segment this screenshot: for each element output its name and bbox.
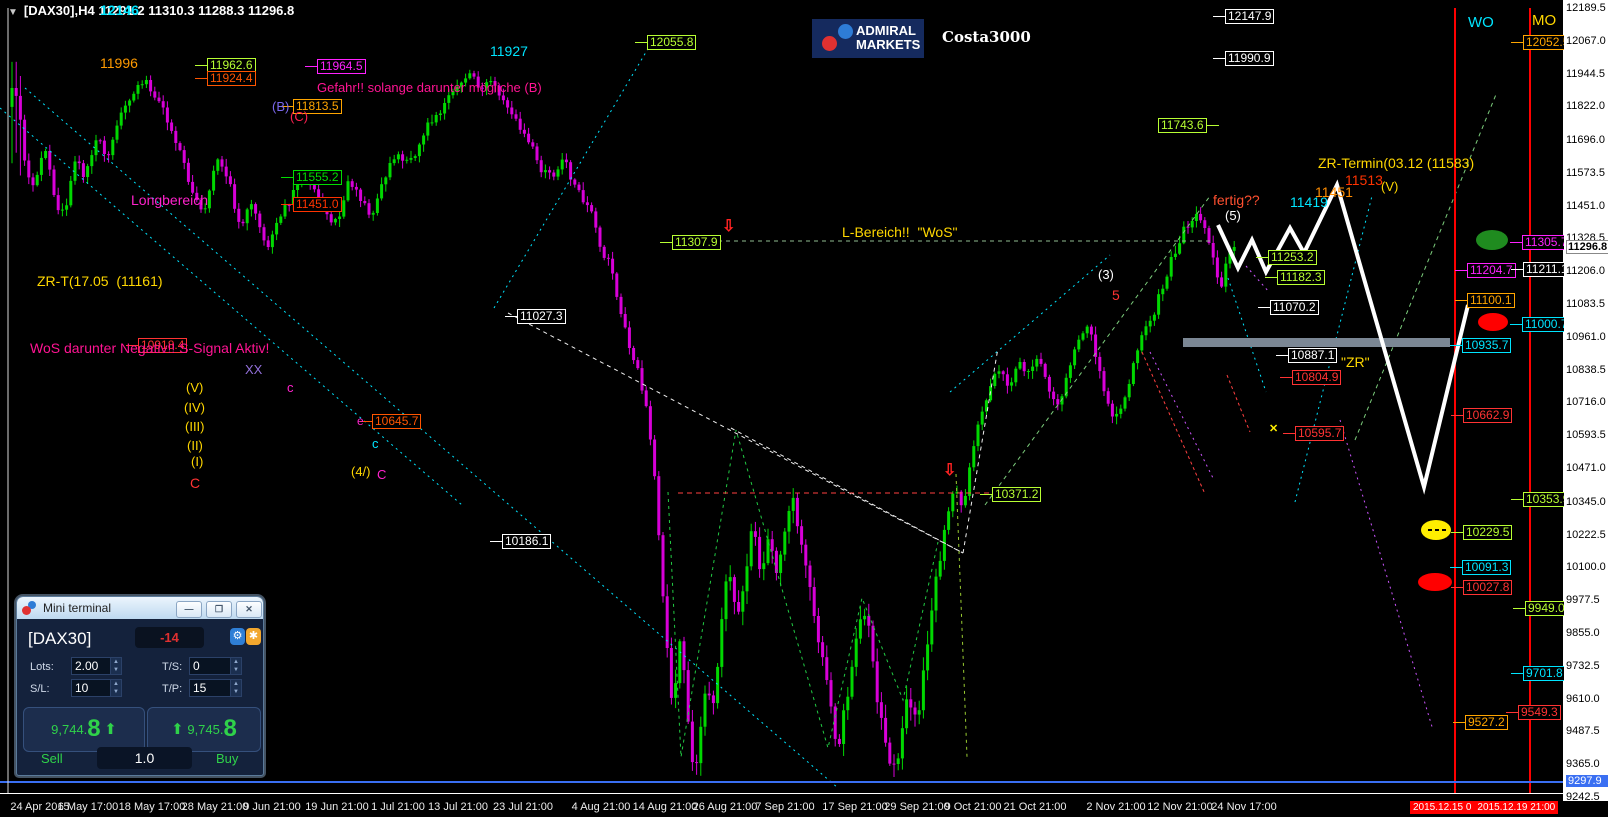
- take-profit-stepper[interactable]: ▲ ▼: [230, 679, 242, 697]
- time-label: 29 Sep 21:00: [884, 801, 950, 813]
- symbol-info: [DAX30],H4 11291.2 11310.3 11288.3 11296…: [23, 3, 295, 18]
- price-tick: 10961.0: [1566, 331, 1606, 343]
- time-label: 18 May 17:00: [118, 801, 186, 813]
- price-tick: 12189.5: [1566, 2, 1606, 14]
- lots-input[interactable]: [71, 657, 117, 675]
- logo-line2: MARKETS: [856, 37, 921, 52]
- watermark: Costa3000: [942, 28, 1031, 46]
- time-label: 17 Sep 21:00: [822, 801, 888, 813]
- buy-label: Buy: [216, 751, 239, 766]
- price-tick: 10471.0: [1566, 462, 1606, 474]
- time-label: 24 Apr 2015: [10, 801, 70, 813]
- price-tick: 9610.0: [1566, 693, 1600, 705]
- session-end: 2015.12.19 21:00: [1477, 802, 1556, 813]
- settings-icon[interactable]: ✱: [246, 628, 261, 645]
- time-label: 12 Nov 21:00: [1147, 801, 1213, 813]
- price-tick: 11573.5: [1566, 167, 1605, 179]
- price-axis[interactable]: 12189.5 12067.0 11944.5 11822.0 11696.0 11573…: [1564, 0, 1608, 803]
- price-tick: 10838.5: [1566, 364, 1606, 376]
- price-tick: 10716.0: [1566, 396, 1606, 408]
- logo-line1: ADMIRAL: [856, 23, 916, 38]
- mini-terminal-body: [DAX30] -14 ⚙ ✱ Lots: ▲▼ T/S: ▲▼ S/L: ▲▼…: [18, 619, 262, 774]
- time-label: 13 Jul 21:00: [428, 801, 488, 813]
- time-label: 4 Aug 21:00: [571, 801, 631, 813]
- mini-terminal-logo-red-dot-icon: [22, 606, 31, 615]
- time-label: 2 Nov 21:00: [1086, 801, 1146, 813]
- price-tick: 12067.0: [1566, 35, 1606, 47]
- mo-column-header: MO: [1532, 12, 1557, 29]
- up-arrow-icon: ⬆: [104, 721, 117, 738]
- wo-column-header: WO: [1468, 14, 1494, 31]
- chart-title-bar: ▼ [DAX30],H4 11291.2 11310.3 11288.3 1129…: [8, 3, 294, 18]
- spread-display: 1.0: [97, 747, 192, 769]
- symbol-dropdown-icon[interactable]: ▼: [8, 7, 18, 18]
- take-profit-input[interactable]: [189, 679, 237, 697]
- mini-terminal-symbol: [DAX30]: [28, 629, 92, 648]
- time-label: 21 Oct 21:00: [1003, 801, 1067, 813]
- mini-terminal-title-bar[interactable]: Mini terminal — ❐ ✕: [17, 597, 263, 619]
- time-label: 19 Jun 21:00: [305, 801, 369, 813]
- price-tick: 10100.0: [1566, 561, 1606, 573]
- session-range-label: 2015.12.15 0 2015.12.19 21:00: [1410, 801, 1559, 814]
- price-tick: 9977.5: [1566, 594, 1600, 606]
- time-label: 7 Sep 21:00: [755, 801, 815, 813]
- price-tick: 11206.0: [1566, 265, 1605, 277]
- time-label: 9 Jun 21:00: [243, 801, 301, 813]
- time-label: 9 Oct 21:00: [944, 801, 1002, 813]
- minimize-button[interactable]: —: [176, 601, 202, 618]
- trailing-stop-stepper[interactable]: ▲ ▼: [230, 657, 242, 675]
- up-arrow-icon: ⬆: [171, 721, 184, 738]
- price-tick: 11822.0: [1566, 100, 1605, 112]
- price-tick: 11696.0: [1566, 134, 1605, 146]
- time-label: 24 Nov 17:00: [1211, 801, 1277, 813]
- price-tick: 9365.0: [1566, 758, 1600, 770]
- restore-button[interactable]: ❐: [206, 601, 232, 618]
- time-label: 26 Aug 21:00: [692, 801, 758, 813]
- price-tick: 9732.5: [1566, 660, 1600, 672]
- time-label: 1 Jul 21:00: [371, 801, 425, 813]
- stop-loss-label: S/L:: [30, 683, 50, 695]
- buy-button[interactable]: ⬆ 9,745.8: [147, 707, 261, 752]
- time-label: 6 May 17:00: [57, 801, 119, 813]
- price-tick: 9242.5: [1566, 791, 1600, 803]
- admiral-markets-logo: ADMIRAL MARKETS: [812, 19, 924, 58]
- lots-label: Lots:: [30, 661, 54, 673]
- logo-red-dot-icon: [822, 36, 837, 51]
- price-tick: 10345.0: [1566, 496, 1606, 508]
- stop-loss-stepper[interactable]: ▲ ▼: [110, 679, 122, 697]
- time-axis[interactable]: 24 Apr 2015 6 May 17:00 18 May 17:00 28 May…: [0, 794, 1563, 817]
- mini-terminal-window: Mini terminal — ❐ ✕ [DAX30] -14 ⚙ ✱ Lots…: [16, 596, 264, 776]
- lots-stepper[interactable]: ▲ ▼: [110, 657, 122, 675]
- price-tick: 9487.5: [1566, 725, 1600, 737]
- take-profit-label: T/P:: [162, 683, 183, 695]
- price-tick: 11083.5: [1566, 298, 1605, 310]
- mini-terminal-title: Mini terminal: [43, 601, 112, 615]
- close-button[interactable]: ✕: [236, 601, 262, 618]
- trailing-stop-label: T/S:: [162, 661, 183, 673]
- sell-button[interactable]: 9,744.8 ⬆: [23, 707, 145, 752]
- logo-blue-dot-icon: [838, 24, 853, 39]
- price-tick: 10222.5: [1566, 529, 1606, 541]
- time-label: 23 Jul 21:00: [493, 801, 553, 813]
- blue-line-price-tag: 9297.9: [1566, 775, 1608, 787]
- mini-terminal-logo-blue-dot-icon: [28, 601, 36, 609]
- sell-label: Sell: [41, 751, 63, 766]
- price-tick: 11944.5: [1566, 68, 1605, 80]
- profit-loss-badge: -14: [135, 627, 204, 648]
- gear-icon[interactable]: ⚙: [230, 628, 245, 645]
- time-label: 28 May 21:00: [181, 801, 249, 813]
- price-tick: 9855.0: [1566, 627, 1600, 639]
- overlay-price-annotation: 12146: [100, 2, 139, 18]
- price-tick: 11451.0: [1566, 200, 1605, 212]
- session-start: 2015.12.15 0: [1413, 802, 1472, 813]
- current-price-tag: 11296.8: [1566, 240, 1608, 254]
- time-label: 14 Aug 21:00: [632, 801, 698, 813]
- price-tick: 10593.5: [1566, 429, 1606, 441]
